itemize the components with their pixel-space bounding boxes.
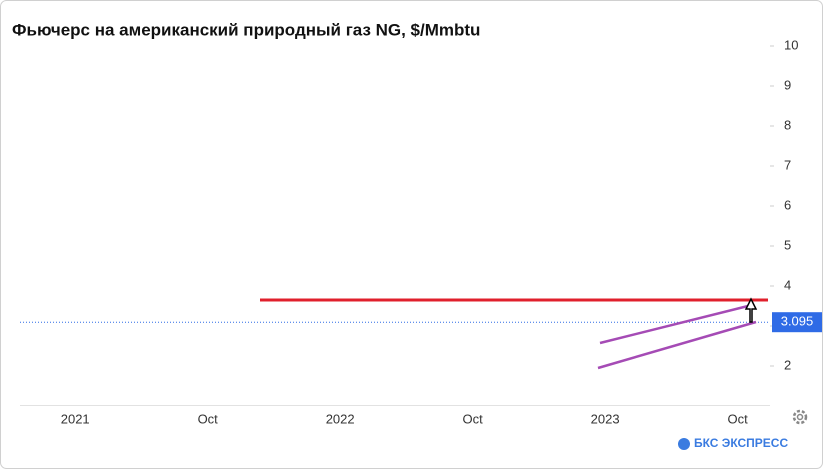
y-tick-label: 8 xyxy=(784,117,791,132)
y-tick-label: 6 xyxy=(784,197,791,212)
channel-upper xyxy=(599,303,753,345)
x-tick-label: Oct xyxy=(727,411,748,426)
y-tick-label: 7 xyxy=(784,157,791,172)
x-tick-label: 2022 xyxy=(326,411,355,426)
y-tick-label: 4 xyxy=(784,277,791,292)
x-tick-label: Oct xyxy=(198,411,219,426)
settings-icon[interactable] xyxy=(792,409,808,425)
logo-icon xyxy=(678,438,690,450)
last-value-label: 3.095 xyxy=(781,314,814,329)
chart-title: Фьючерс на американский природный газ NG… xyxy=(12,20,480,39)
last-value-box xyxy=(772,312,822,333)
y-tick-label: 5 xyxy=(784,237,791,252)
y-tick-label: 9 xyxy=(784,77,791,92)
y-tick-label: 10 xyxy=(784,37,798,52)
y-tick-label: 2 xyxy=(784,357,791,372)
channel-lower xyxy=(597,320,757,370)
x-tick-label: 2021 xyxy=(61,411,90,426)
x-tick-label: 2023 xyxy=(591,411,620,426)
watermark: БКС ЭКСПРЕСС xyxy=(694,436,788,450)
x-tick-label: Oct xyxy=(463,411,484,426)
arrow xyxy=(744,297,758,323)
card xyxy=(0,0,823,469)
